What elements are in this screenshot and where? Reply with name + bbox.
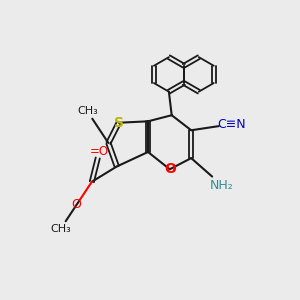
Text: =O: =O [90, 145, 109, 158]
Text: O: O [71, 199, 81, 212]
Text: C≡N: C≡N [217, 118, 246, 131]
Text: CH₃: CH₃ [77, 106, 98, 116]
Text: NH₂: NH₂ [210, 178, 234, 192]
Text: O: O [164, 162, 176, 176]
Text: CH₃: CH₃ [50, 224, 71, 234]
Text: S: S [114, 116, 124, 130]
